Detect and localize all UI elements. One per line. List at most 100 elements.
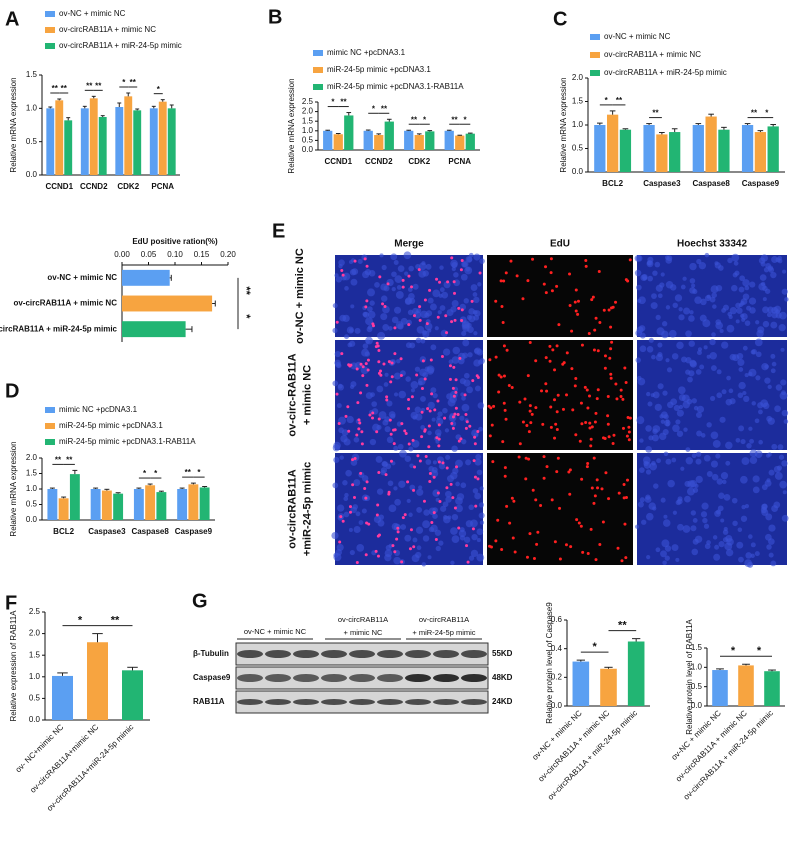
nucleus xyxy=(685,330,692,338)
nucleus xyxy=(704,543,711,550)
bar xyxy=(656,134,668,172)
row-label: ov-NC + mimic NC xyxy=(294,248,306,344)
nucleus xyxy=(680,466,685,471)
edu-dot xyxy=(393,326,397,330)
edu-dot xyxy=(557,323,561,327)
edu-dot xyxy=(580,422,584,426)
nucleus xyxy=(476,538,481,543)
micrograph xyxy=(487,340,633,450)
nucleus xyxy=(408,512,413,517)
edu-dot xyxy=(606,394,610,398)
edu-dot xyxy=(421,359,425,363)
nucleus xyxy=(462,261,468,268)
significance-label: ** xyxy=(86,81,93,90)
nucleus xyxy=(410,381,419,389)
nucleus xyxy=(356,544,365,552)
legend-swatch xyxy=(590,34,600,40)
edu-dot xyxy=(445,331,449,335)
nucleus xyxy=(415,337,422,344)
nucleus xyxy=(761,503,768,510)
edu-dot xyxy=(403,513,407,517)
nucleus xyxy=(695,369,702,375)
nucleus xyxy=(736,541,744,549)
edu-dot xyxy=(353,259,357,263)
nucleus xyxy=(691,453,697,459)
edu-dot xyxy=(502,344,506,348)
nucleus xyxy=(671,353,679,360)
nucleus xyxy=(384,372,389,377)
edu-dot xyxy=(383,304,387,308)
edu-dot xyxy=(602,308,606,312)
nucleus xyxy=(438,540,444,546)
nucleus xyxy=(450,527,458,535)
edu-dot xyxy=(592,348,596,352)
nucleus xyxy=(638,467,645,473)
significance-label: * xyxy=(78,615,83,627)
nucleus xyxy=(399,449,407,458)
nucleus xyxy=(404,271,409,276)
blot-band xyxy=(349,699,375,705)
edu-dot xyxy=(622,483,626,487)
nucleus xyxy=(737,358,745,366)
legend-label: ov-circRAB11A + mimic NC xyxy=(59,25,156,34)
nucleus xyxy=(663,451,669,457)
edu-dot xyxy=(448,364,452,368)
nucleus xyxy=(388,504,397,513)
edu-dot xyxy=(579,524,583,528)
nucleus xyxy=(369,438,377,446)
nucleus xyxy=(768,266,775,273)
nucleus xyxy=(735,302,741,309)
edu-dot xyxy=(390,375,394,379)
nucleus xyxy=(447,398,456,407)
legend-swatch xyxy=(45,43,55,49)
protein-label: RAB11A xyxy=(193,697,225,706)
edu-dot xyxy=(623,366,627,370)
edu-dot xyxy=(471,379,475,383)
edu-dot xyxy=(606,414,610,418)
nucleus xyxy=(333,456,340,464)
edu-dot xyxy=(471,527,475,531)
nucleus xyxy=(478,512,485,519)
edu-dot xyxy=(357,427,361,431)
nucleus xyxy=(749,456,758,465)
edu-dot xyxy=(454,406,458,410)
nucleus xyxy=(721,341,729,349)
micrograph-background xyxy=(487,340,633,450)
edu-dot xyxy=(426,407,430,411)
nucleus xyxy=(672,424,680,433)
nucleus xyxy=(455,481,460,487)
nucleus xyxy=(381,460,388,467)
edu-dot xyxy=(594,558,598,562)
significance-label: * xyxy=(423,115,427,124)
legend-swatch xyxy=(45,11,55,17)
nucleus xyxy=(404,455,411,462)
nucleus xyxy=(710,365,717,372)
edu-dot xyxy=(390,361,394,365)
nucleus xyxy=(437,411,443,417)
nucleus xyxy=(452,467,459,475)
edu-dot xyxy=(377,417,381,421)
edu-dot xyxy=(375,341,379,345)
bar xyxy=(619,129,632,172)
nucleus xyxy=(400,317,408,325)
nucleus xyxy=(384,426,391,433)
nucleus xyxy=(671,457,677,463)
nucleus xyxy=(361,348,370,357)
bar xyxy=(64,120,73,175)
edu-dot xyxy=(452,394,456,398)
nucleus xyxy=(422,330,430,338)
nucleus xyxy=(688,340,695,347)
nucleus xyxy=(422,535,430,542)
edu-dot xyxy=(568,492,572,496)
nucleus xyxy=(661,330,669,339)
nucleus xyxy=(774,472,783,480)
nucleus xyxy=(461,439,467,445)
edu-dot xyxy=(502,374,506,378)
nucleus xyxy=(470,284,478,291)
bar xyxy=(606,114,619,172)
nucleus xyxy=(662,519,671,527)
nucleus xyxy=(751,401,756,406)
nucleus xyxy=(339,455,344,460)
nucleus xyxy=(774,405,781,413)
edu-dot xyxy=(529,421,533,425)
